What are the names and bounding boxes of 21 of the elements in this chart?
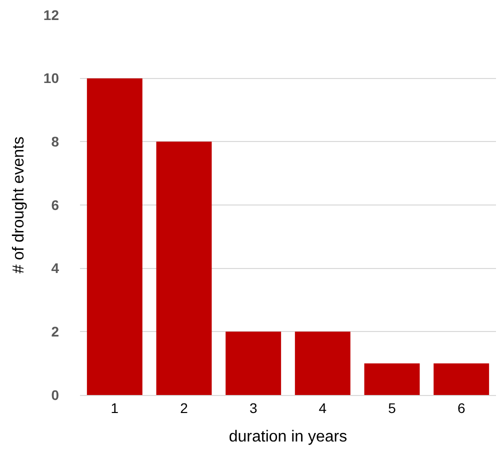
x-tick-label: 1 <box>110 400 119 416</box>
bar <box>226 332 282 395</box>
x-tick-label: 2 <box>180 400 188 416</box>
y-tick-label: 4 <box>51 260 60 276</box>
x-axis-title: duration in years <box>228 428 348 446</box>
x-tick-label: 4 <box>318 400 327 416</box>
y-tick-label: 10 <box>43 70 60 86</box>
y-tick-label: 0 <box>51 386 60 403</box>
x-tick-label: 6 <box>457 400 466 416</box>
bar <box>434 363 490 395</box>
x-tick-label: 5 <box>388 400 396 416</box>
bar <box>364 363 420 395</box>
y-axis-title: # of drought events <box>10 136 28 274</box>
x-tick-label: 3 <box>249 400 258 416</box>
y-tick-label: 12 <box>43 6 60 23</box>
y-tick-label: 2 <box>51 324 60 340</box>
bar <box>156 142 212 395</box>
y-tick-label: 8 <box>51 134 60 150</box>
bar <box>86 78 142 395</box>
bar <box>294 332 350 395</box>
y-tick-label: 6 <box>51 196 60 213</box>
